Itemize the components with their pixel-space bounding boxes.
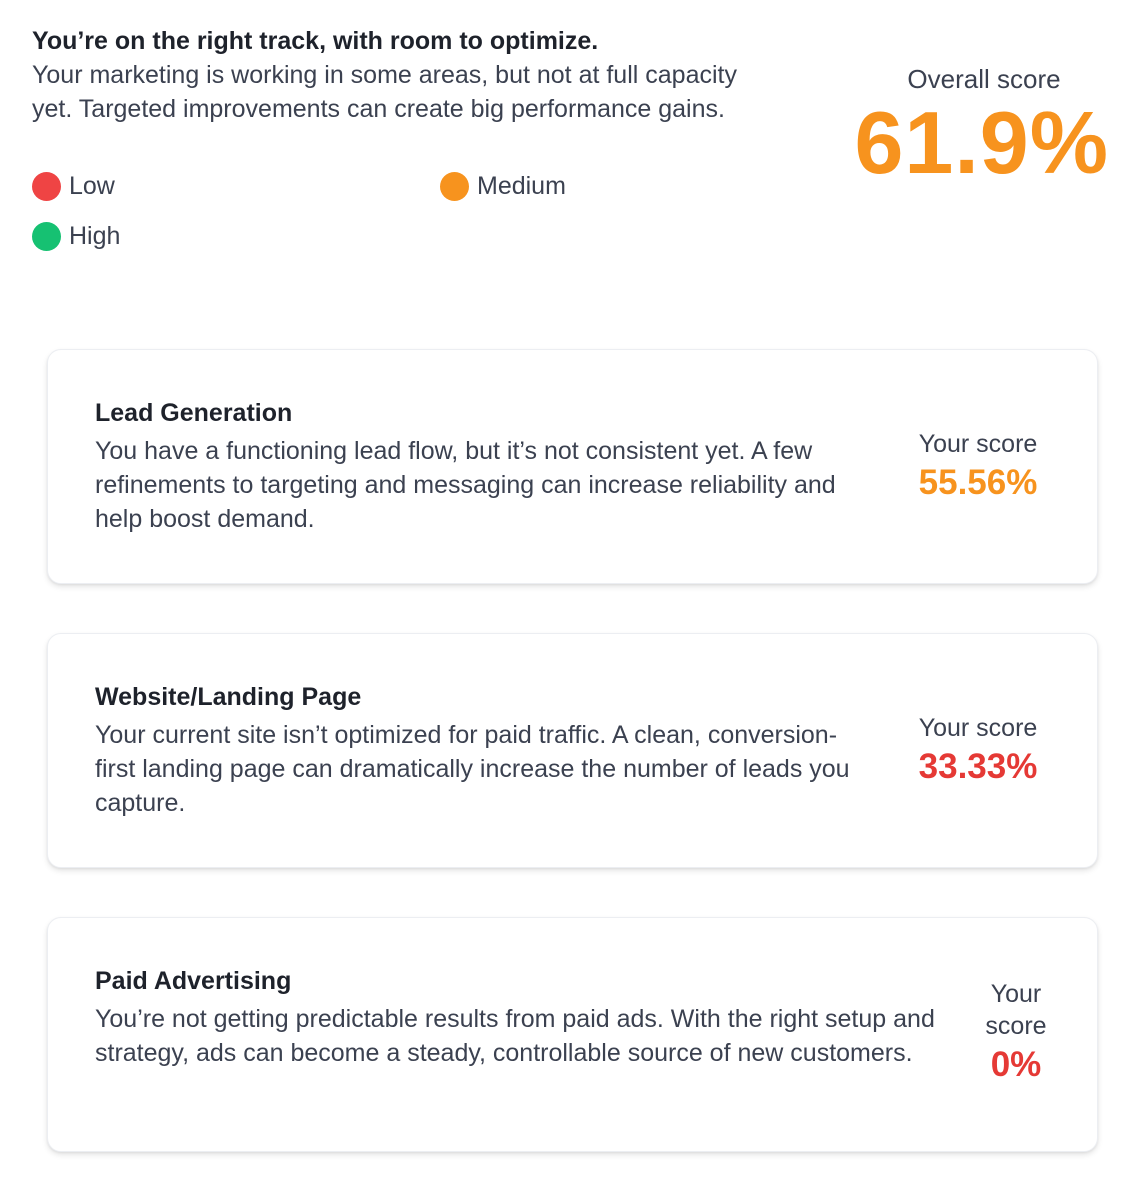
- medium-dot-icon: [440, 172, 469, 201]
- low-dot-icon: [32, 172, 61, 201]
- legend-item-medium: Medium: [440, 172, 566, 201]
- legend-label-medium: Medium: [477, 172, 566, 200]
- category-card-website-landing-page: Website/Landing Page Your current site i…: [47, 633, 1098, 868]
- high-dot-icon: [32, 222, 61, 251]
- legend-label-high: High: [69, 222, 121, 250]
- card-body: Paid Advertising You’re not getting pred…: [95, 964, 975, 1070]
- score-value: 55.56%: [918, 463, 1038, 502]
- legend-label-low: Low: [69, 172, 115, 200]
- card-description: You have a functioning lead flow, but it…: [95, 437, 836, 533]
- card-score: Your score 33.33%: [898, 712, 1058, 790]
- overall-score: Overall score 61.9%: [819, 64, 1109, 191]
- category-card-lead-generation: Lead Generation You have a functioning l…: [47, 349, 1098, 584]
- score-legend: Low Medium High: [32, 172, 732, 272]
- card-title: Lead Generation: [95, 399, 293, 427]
- card-score: Your score 0%: [976, 978, 1056, 1088]
- card-body: Lead Generation You have a functioning l…: [95, 396, 885, 536]
- overall-score-label: Overall score: [907, 64, 1061, 94]
- card-body: Website/Landing Page Your current site i…: [95, 680, 865, 820]
- summary-text: Your marketing is working in some areas,…: [32, 61, 737, 123]
- score-label: Your score: [918, 714, 1038, 742]
- card-score: Your score 55.56%: [898, 428, 1058, 506]
- card-title: Website/Landing Page: [95, 683, 362, 711]
- card-description: You’re not getting predictable results f…: [95, 1005, 935, 1067]
- summary-section: You’re on the right track, with room to …: [32, 24, 752, 126]
- score-value: 0%: [990, 1045, 1042, 1084]
- legend-item-low: Low: [32, 172, 115, 201]
- score-value: 33.33%: [918, 747, 1038, 786]
- overall-score-value: 61.9%: [854, 93, 1109, 192]
- score-label: Your score: [985, 980, 1047, 1040]
- score-label: Your score: [918, 430, 1038, 458]
- summary-title: You’re on the right track, with room to …: [32, 27, 599, 55]
- category-card-paid-advertising: Paid Advertising You’re not getting pred…: [47, 917, 1098, 1152]
- legend-item-high: High: [32, 222, 120, 251]
- card-description: Your current site isn’t optimized for pa…: [95, 721, 850, 817]
- card-title: Paid Advertising: [95, 967, 292, 995]
